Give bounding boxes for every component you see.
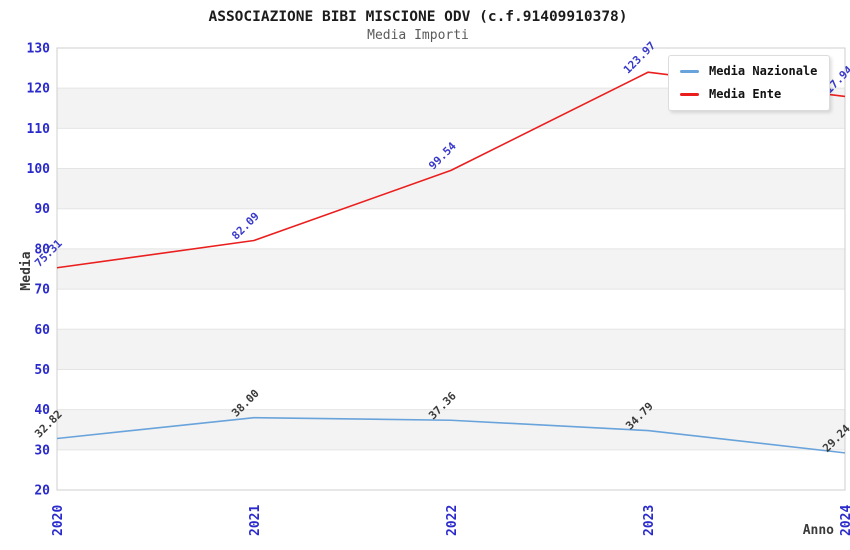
plot-border [56,47,846,491]
band-stripe [57,248,845,290]
legend-line-swatch [680,92,699,96]
y-tick-label: 70 [34,283,50,298]
legend-item: Media Nazionale [680,64,817,78]
legend-line-swatch [680,69,699,73]
band-stripe [57,409,845,450]
data-point-label: 82.09 [229,210,262,243]
band-stripe [57,168,845,209]
y-tick-label: 110 [27,122,51,137]
x-tick-label: 2021 [248,505,263,536]
plot-background-bands [57,88,845,450]
y-tick-label: 50 [34,363,50,378]
y-tick-label: 130 [27,42,51,57]
chart-legend: Media Nazionale Media Ente [668,55,831,111]
x-tick-label: 2020 [51,505,66,536]
legend-label: Media Ente [709,87,782,101]
chart-title: ASSOCIAZIONE BIBI MISCIONE ODV (c.f.9140… [208,9,627,25]
series-line [56,416,846,454]
y-tick-label: 100 [27,162,51,177]
legend-item: Media Ente [680,87,817,101]
y-tick-label: 40 [34,403,50,418]
data-point-label: 99.54 [426,139,459,172]
y-tick-label: 20 [34,484,50,499]
legend-label: Media Nazionale [709,64,818,78]
plot-spines [56,47,846,491]
data-point-label: 123.97 [621,39,658,76]
x-tick-label: 2023 [642,505,657,536]
chart-subtitle: Media Importi [367,28,469,43]
y-tick-label: 80 [34,242,50,257]
band-stripe [57,329,845,370]
y-tick-label: 90 [34,202,50,217]
x-tick-label: 2024 [839,505,850,536]
x-axis-title: Anno [803,523,834,538]
plot-tick-labels: 20 30 40 50 60 70 80 90 100 110 120 130 2020 2021 2022… [27,42,850,537]
y-tick-label: 30 [34,443,50,458]
y-axis-title: Media [19,251,34,290]
y-tick-label: 60 [34,323,50,338]
x-tick-label: 2022 [445,505,460,536]
y-tick-label: 120 [27,82,51,97]
